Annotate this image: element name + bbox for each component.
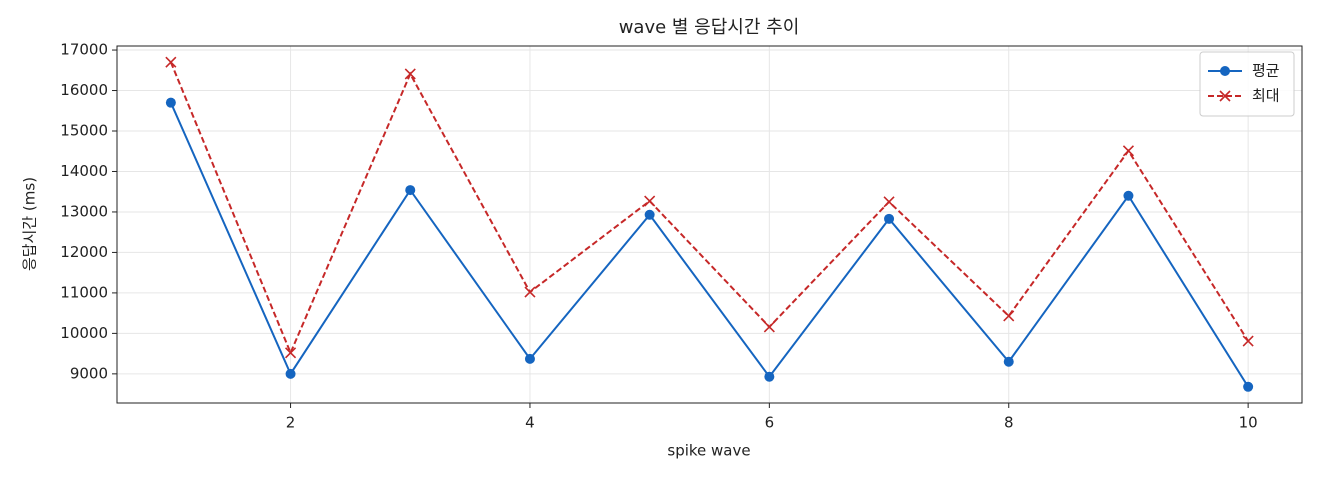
marker [285, 368, 296, 379]
marker [764, 371, 775, 382]
marker-shape [1242, 335, 1254, 347]
x-tick-label: 8 [1004, 414, 1014, 432]
marker [763, 321, 775, 333]
y-tick-label: 10000 [60, 324, 108, 342]
marker-shape [524, 286, 536, 298]
legend-marker [1219, 90, 1231, 102]
x-tick-label: 4 [525, 414, 535, 432]
legend-box [1199, 51, 1295, 117]
y-tick-label: 14000 [60, 162, 108, 180]
marker [1242, 335, 1254, 347]
y-tick-label: 15000 [60, 122, 108, 140]
marker [644, 209, 655, 220]
x-tick-label: 6 [765, 414, 775, 432]
marker [524, 353, 535, 364]
y-tick-label: 16000 [60, 81, 108, 99]
line-series [169, 61, 1249, 356]
marker-shape [284, 347, 297, 359]
marker [165, 97, 176, 108]
line-series [169, 102, 1249, 388]
marker-shape [644, 195, 656, 207]
marker [524, 286, 536, 298]
x-axis-label: spike wave [667, 442, 750, 460]
marker [165, 56, 177, 68]
y-tick-label: 11000 [60, 283, 108, 301]
x-tick-label: 10 [1239, 414, 1258, 432]
chart-title: wave 별 응답시간 추이 [619, 17, 800, 38]
marker [883, 196, 895, 208]
y-tick-label: 13000 [60, 202, 108, 220]
legend-label: 최대 [1252, 87, 1280, 105]
marker [404, 68, 416, 80]
marker [284, 347, 297, 359]
y-tick-label: 9000 [70, 364, 108, 382]
marker [1243, 381, 1254, 392]
marker-shape [1122, 145, 1135, 157]
marker [1122, 145, 1135, 157]
marker [1003, 310, 1015, 322]
marker-shape [763, 321, 775, 333]
marker [644, 195, 656, 207]
legend-label: 평균 [1252, 62, 1280, 80]
marker [884, 213, 895, 224]
marker [405, 185, 416, 196]
x-tick-label: 2 [286, 414, 296, 432]
y-tick-label: 12000 [60, 243, 108, 261]
marker-shape [1003, 310, 1015, 322]
marker-shape [404, 68, 416, 80]
y-axis-label: 응답시간 (ms) [21, 177, 39, 271]
marker [1123, 190, 1134, 201]
legend-marker [1220, 66, 1230, 76]
marker-shape [883, 196, 895, 208]
marker-shape [165, 56, 177, 68]
y-tick-label: 17000 [60, 41, 108, 59]
marker-shape [1219, 90, 1231, 102]
plot-frame [116, 45, 1303, 404]
marker [1003, 356, 1014, 367]
